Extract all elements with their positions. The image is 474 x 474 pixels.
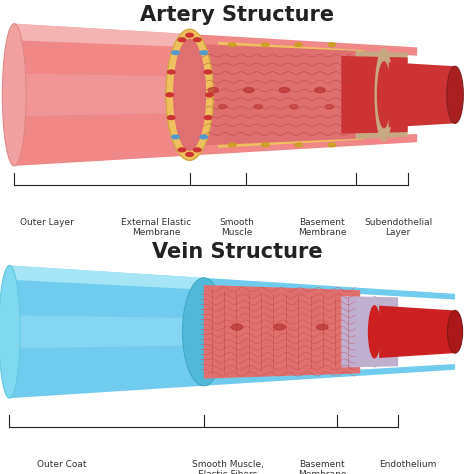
Circle shape (244, 87, 254, 93)
Ellipse shape (365, 296, 383, 367)
Polygon shape (9, 315, 204, 348)
Ellipse shape (182, 278, 225, 386)
Polygon shape (9, 265, 204, 290)
Circle shape (317, 324, 328, 330)
Circle shape (315, 87, 325, 93)
Circle shape (274, 324, 285, 330)
Polygon shape (341, 50, 408, 139)
Circle shape (178, 38, 186, 42)
Circle shape (262, 143, 269, 147)
Text: Subendothelial
Layer: Subendothelial Layer (364, 218, 432, 237)
Polygon shape (218, 42, 365, 55)
Text: Smooth
Muscle: Smooth Muscle (219, 218, 255, 237)
Polygon shape (341, 296, 398, 367)
Circle shape (166, 93, 173, 97)
Polygon shape (204, 364, 455, 386)
Circle shape (172, 51, 179, 55)
Polygon shape (190, 134, 417, 155)
Polygon shape (14, 24, 190, 47)
Ellipse shape (0, 265, 20, 398)
Circle shape (186, 33, 193, 37)
Circle shape (295, 143, 302, 147)
Circle shape (219, 105, 227, 109)
Text: iStock
Credit: Guzaliia Filimonova: iStock Credit: Guzaliia Filimonova (224, 322, 345, 341)
Circle shape (204, 116, 212, 119)
Text: Outer Coat: Outer Coat (37, 460, 86, 469)
Circle shape (167, 70, 175, 74)
Ellipse shape (447, 310, 463, 353)
Polygon shape (9, 265, 204, 398)
Circle shape (228, 143, 236, 147)
Polygon shape (14, 73, 190, 116)
Polygon shape (389, 62, 455, 128)
Circle shape (206, 93, 213, 97)
Circle shape (328, 43, 336, 46)
Polygon shape (14, 24, 190, 166)
Text: Endothelium: Endothelium (379, 460, 437, 469)
Circle shape (172, 135, 179, 139)
Text: Vein Structure: Vein Structure (152, 242, 322, 262)
Circle shape (193, 148, 201, 152)
Polygon shape (341, 56, 408, 134)
Circle shape (200, 51, 208, 55)
Text: Outer Layer: Outer Layer (20, 218, 74, 227)
Text: Smooth Muscle,
Elastic Fibers: Smooth Muscle, Elastic Fibers (191, 460, 264, 474)
Circle shape (290, 105, 298, 109)
Circle shape (325, 105, 334, 109)
Circle shape (295, 43, 302, 46)
Circle shape (328, 143, 336, 147)
Ellipse shape (173, 39, 206, 151)
Circle shape (193, 38, 201, 42)
Text: External Elastic
Membrane: External Elastic Membrane (121, 218, 191, 237)
Circle shape (262, 43, 269, 46)
Polygon shape (190, 44, 356, 146)
Text: Basement
Membrane: Basement Membrane (298, 460, 346, 474)
Circle shape (208, 87, 219, 93)
Polygon shape (218, 135, 365, 148)
Circle shape (178, 148, 186, 152)
Ellipse shape (377, 61, 391, 128)
Circle shape (231, 324, 243, 330)
Text: Artery Structure: Artery Structure (140, 5, 334, 25)
Circle shape (279, 87, 290, 93)
Circle shape (167, 116, 175, 119)
Ellipse shape (368, 305, 381, 358)
Polygon shape (204, 285, 360, 379)
Polygon shape (379, 306, 455, 358)
Circle shape (200, 135, 208, 139)
Polygon shape (204, 278, 455, 300)
Circle shape (254, 105, 263, 109)
Ellipse shape (447, 66, 463, 123)
Circle shape (228, 43, 236, 46)
Circle shape (204, 70, 212, 74)
Ellipse shape (166, 29, 213, 160)
Circle shape (186, 153, 193, 156)
Polygon shape (190, 34, 417, 56)
Ellipse shape (2, 24, 26, 166)
Text: Basement
Membrane: Basement Membrane (298, 218, 346, 237)
Ellipse shape (374, 48, 393, 142)
